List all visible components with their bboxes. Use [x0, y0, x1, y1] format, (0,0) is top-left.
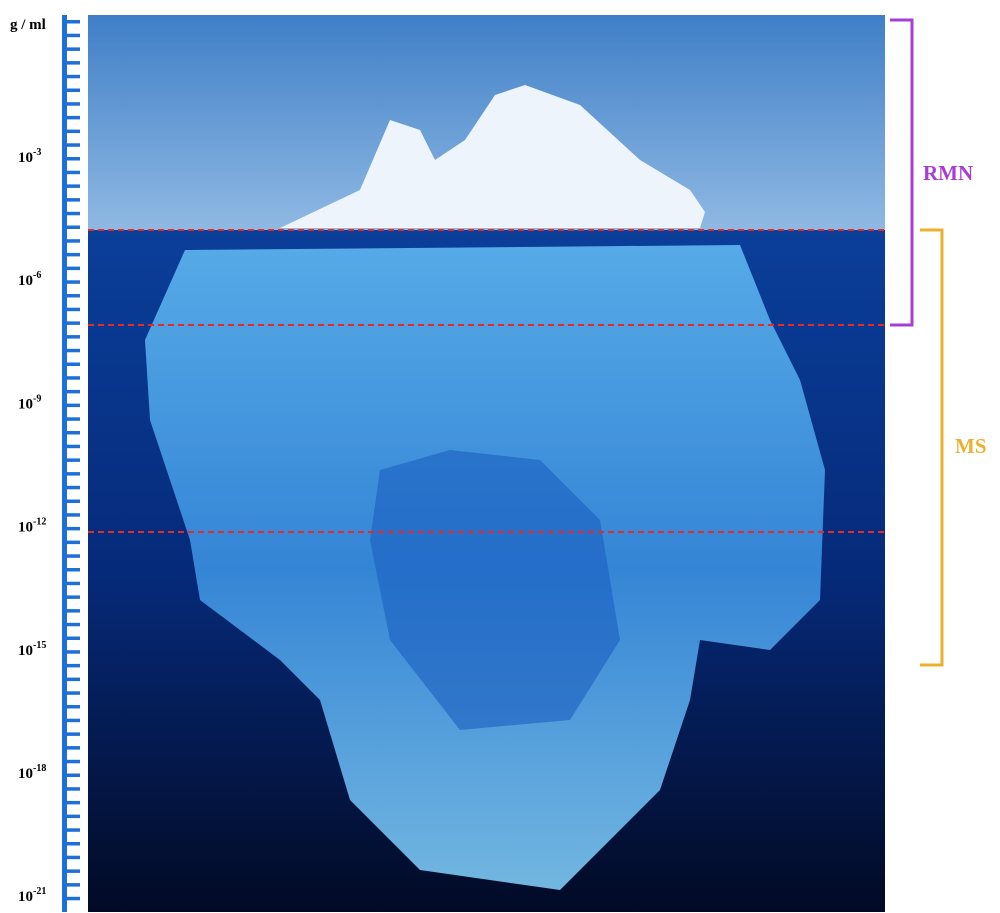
ruler-tick: [62, 732, 80, 736]
tick-exponent: -9: [33, 393, 41, 404]
ruler-tick: [62, 171, 80, 175]
ruler-tick: [62, 691, 80, 695]
ruler-tick: [62, 20, 80, 24]
ruler-tick: [62, 226, 80, 230]
ruler-tick: [62, 869, 80, 873]
ruler-tick: [62, 746, 80, 750]
ruler-tick: [62, 431, 80, 435]
ruler-tick: [62, 61, 80, 65]
ruler-tick: [62, 472, 80, 476]
ruler-tick: [62, 376, 80, 380]
ms-bracket: [920, 230, 942, 665]
ruler-spine: [62, 15, 67, 912]
ruler-tick: [62, 267, 80, 271]
ruler-tick: [62, 253, 80, 257]
tick-label: 10-9: [18, 393, 41, 412]
ruler-tick: [62, 787, 80, 791]
ruler-tick: [62, 801, 80, 805]
ruler-tick: [62, 130, 80, 134]
tick-label: 10-3: [18, 147, 41, 166]
tick-base: 10: [18, 150, 33, 166]
tick-base: 10: [18, 889, 33, 905]
tick-label: 10-18: [18, 763, 46, 782]
ruler-tick: [62, 102, 80, 106]
ruler: [62, 15, 80, 912]
ruler-tick: [62, 513, 80, 517]
tick-exponent: -15: [33, 640, 46, 651]
ruler-tick: [62, 47, 80, 51]
ruler-tick: [62, 582, 80, 586]
tick-base: 10: [18, 520, 33, 536]
ruler-tick: [62, 554, 80, 558]
tick-exponent: -3: [33, 147, 41, 158]
ruler-tick: [62, 637, 80, 641]
ruler-tick: [62, 541, 80, 545]
ruler-tick: [62, 883, 80, 887]
ruler-tick: [62, 116, 80, 120]
tick-base: 10: [18, 396, 33, 412]
ruler-tick: [62, 568, 80, 572]
tick-label: 10-12: [18, 517, 46, 536]
ruler-tick: [62, 500, 80, 504]
ruler-tick: [62, 89, 80, 93]
ruler-tick: [62, 75, 80, 79]
ruler-tick: [62, 760, 80, 764]
ruler-tick: [62, 458, 80, 462]
ruler-tick: [62, 349, 80, 353]
ruler-tick: [62, 363, 80, 367]
ruler-tick: [62, 321, 80, 325]
tick-label: 10-21: [18, 886, 46, 905]
ruler-tick: [62, 527, 80, 531]
tick-exponent: -21: [33, 886, 46, 897]
ruler-tick: [62, 143, 80, 147]
ruler-tick: [62, 198, 80, 202]
ruler-tick: [62, 623, 80, 627]
axis-unit: g / ml: [10, 17, 46, 33]
photo: [88, 15, 885, 912]
tick-exponent: -18: [33, 763, 46, 774]
ruler-tick: [62, 308, 80, 312]
ruler-tick: [62, 774, 80, 778]
ruler-tick: [62, 856, 80, 860]
tick-base: 10: [18, 643, 33, 659]
tick-label: 10-6: [18, 270, 41, 289]
tick-exponent: -6: [33, 270, 41, 281]
ruler-tick: [62, 815, 80, 819]
ruler-tick: [62, 486, 80, 490]
ruler-tick: [62, 445, 80, 449]
ruler-tick: [62, 294, 80, 298]
tick-exponent: -12: [33, 517, 46, 528]
ruler-tick: [62, 404, 80, 408]
ruler-tick: [62, 828, 80, 832]
rmn-bracket: [890, 20, 912, 325]
ruler-tick: [62, 664, 80, 668]
ruler-tick: [62, 417, 80, 421]
ruler-tick: [62, 212, 80, 216]
ruler-tick: [62, 650, 80, 654]
ruler-tick: [62, 239, 80, 243]
bracket-label: RMN: [923, 161, 973, 185]
ruler-tick: [62, 595, 80, 599]
bracket-label: MS: [955, 434, 987, 458]
ruler-tick: [62, 335, 80, 339]
ruler-tick: [62, 705, 80, 709]
ruler-tick: [62, 719, 80, 723]
ruler-tick: [62, 184, 80, 188]
ruler-tick: [62, 157, 80, 161]
ruler-tick: [62, 390, 80, 394]
ruler-tick: [62, 897, 80, 901]
tick-label: 10-15: [18, 640, 46, 659]
tick-base: 10: [18, 766, 33, 782]
tick-base: 10: [18, 273, 33, 289]
ruler-tick: [62, 280, 80, 284]
ruler-tick: [62, 609, 80, 613]
ruler-tick: [62, 678, 80, 682]
ruler-tick: [62, 842, 80, 846]
iceberg-diagram: g / ml 10-310-610-910-1210-1510-1810-21 …: [0, 0, 1000, 913]
ruler-tick: [62, 34, 80, 38]
